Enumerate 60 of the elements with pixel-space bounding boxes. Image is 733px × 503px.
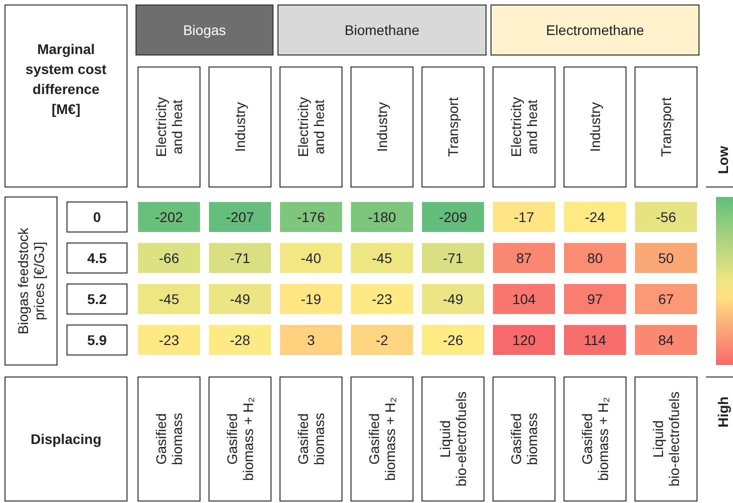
text: Liquid bio-electrofuels bbox=[437, 392, 469, 486]
y-tick-label: 4.5 bbox=[87, 250, 107, 266]
data-label: -49 bbox=[442, 291, 464, 307]
data-label: -17 bbox=[514, 209, 534, 225]
text: Gasified biomass + H₂ bbox=[224, 397, 256, 481]
chart-title: Marginal system cost difference [M€] bbox=[26, 41, 107, 117]
data-label: 84 bbox=[658, 332, 674, 348]
text: Gasified biomass bbox=[153, 412, 185, 466]
x-tick-label: Transport bbox=[445, 97, 461, 157]
data-label: 3 bbox=[307, 332, 316, 348]
text: Gasified biomass bbox=[295, 412, 327, 466]
text: High bbox=[715, 396, 731, 428]
data-label: -28 bbox=[230, 332, 250, 348]
text: Gasified biomass + H₂ bbox=[366, 397, 398, 481]
data-label: 114 bbox=[584, 332, 606, 348]
data-label: -49 bbox=[230, 291, 250, 307]
text: Liquid bio-electrofuels bbox=[650, 392, 682, 486]
y-tick-label: 5.9 bbox=[87, 332, 107, 348]
x-tick-label: Industry bbox=[587, 102, 603, 152]
x-tick-label: Industry bbox=[374, 102, 390, 152]
data-label: -202 bbox=[154, 209, 184, 225]
data-label: -23 bbox=[158, 332, 180, 348]
data-label: 50 bbox=[658, 250, 674, 266]
data-label: -71 bbox=[442, 250, 464, 266]
x-tick-label: Electricity and heat bbox=[508, 97, 540, 157]
x-tick-label: Industry bbox=[232, 102, 248, 152]
data-label: 67 bbox=[658, 291, 674, 307]
data-label: -24 bbox=[584, 209, 606, 225]
x-tick-label: Electricity and heat bbox=[153, 97, 185, 157]
text: Electromethane bbox=[546, 22, 644, 38]
data-label: -176 bbox=[296, 209, 326, 225]
data-label: -71 bbox=[230, 250, 250, 266]
data-label: -19 bbox=[300, 291, 322, 307]
data-label: 80 bbox=[587, 250, 603, 266]
x-tick-label: Transport bbox=[658, 97, 674, 157]
y-tick-label: 5.2 bbox=[87, 291, 107, 307]
data-label: -66 bbox=[158, 250, 180, 266]
data-label: -45 bbox=[158, 291, 180, 307]
data-label: 104 bbox=[512, 291, 536, 307]
data-label: -209 bbox=[438, 209, 468, 225]
data-label: 87 bbox=[516, 250, 532, 266]
text: Displacing bbox=[30, 431, 102, 447]
text: Biomethane bbox=[344, 22, 420, 38]
x-tick-label: Electricity and heat bbox=[295, 97, 327, 157]
y-tick-label: 0 bbox=[93, 209, 102, 225]
data-label: -45 bbox=[372, 250, 392, 266]
data-label: 120 bbox=[512, 332, 536, 348]
text: Biogas bbox=[183, 22, 226, 38]
data-label: -56 bbox=[656, 209, 676, 225]
data-label: -207 bbox=[226, 209, 254, 225]
text: Gasified biomass bbox=[508, 412, 540, 466]
text: Gasified biomass + H₂ bbox=[579, 397, 611, 481]
data-label: -2 bbox=[376, 332, 388, 348]
y-axis-title: Biogas feedstock prices [€/GJ] bbox=[15, 226, 47, 334]
text: Low bbox=[715, 146, 731, 174]
data-label: -26 bbox=[442, 332, 464, 348]
data-label: -23 bbox=[372, 291, 392, 307]
data-label: -180 bbox=[368, 209, 396, 225]
data-label: 97 bbox=[587, 291, 603, 307]
data-label: -40 bbox=[300, 250, 322, 266]
